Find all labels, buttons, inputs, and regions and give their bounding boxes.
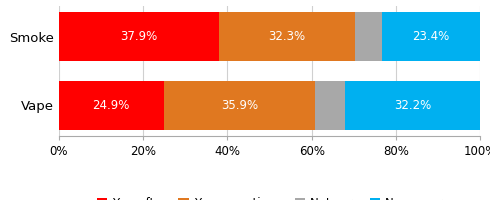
Bar: [355, 12, 382, 61]
Text: 23.4%: 23.4%: [412, 30, 449, 43]
Bar: [164, 81, 315, 130]
Bar: [315, 81, 344, 130]
Bar: [219, 12, 355, 61]
Bar: [59, 12, 219, 61]
Bar: [382, 12, 480, 61]
Bar: [344, 81, 480, 130]
Text: 32.2%: 32.2%: [394, 99, 431, 112]
Text: 35.9%: 35.9%: [221, 99, 258, 112]
Text: 24.9%: 24.9%: [93, 99, 130, 112]
Bar: [59, 81, 164, 130]
Text: 37.9%: 37.9%: [120, 30, 157, 43]
Legend: Yes, often, Yes, sometimes, Not sure, No, never: Yes, often, Yes, sometimes, Not sure, No…: [97, 197, 442, 200]
Text: 32.3%: 32.3%: [268, 30, 305, 43]
